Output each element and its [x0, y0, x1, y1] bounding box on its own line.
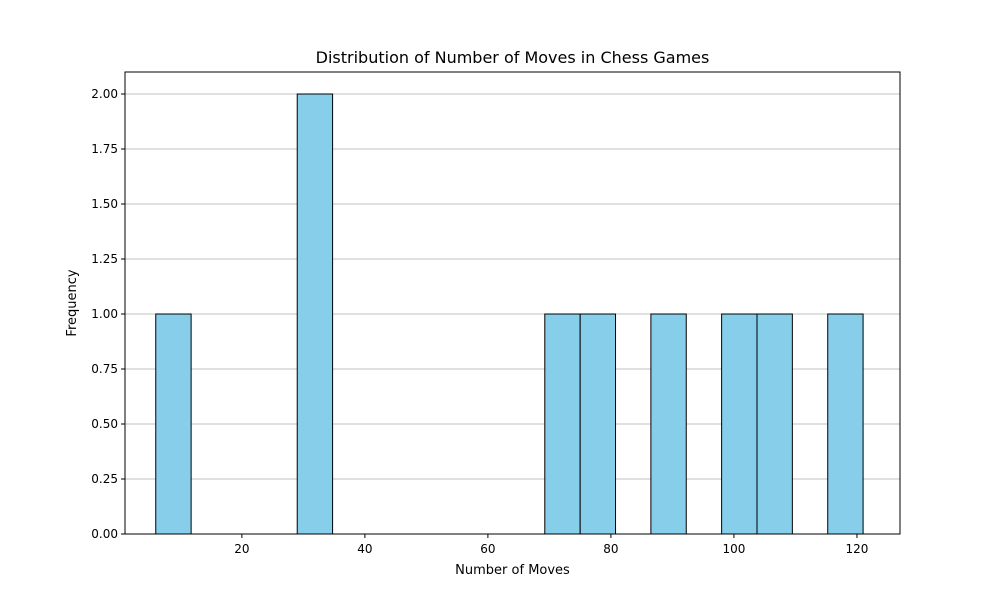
histogram-bar — [544, 313, 581, 535]
y-tick-label: 2.00 — [91, 87, 118, 101]
y-axis-label: Frequency — [65, 269, 80, 336]
plot-frame — [124, 71, 901, 535]
y-tick-label: 0.50 — [91, 417, 118, 431]
y-axis-ticks: 0.00 0.25 0.50 0.75 1.00 1.25 1.50 1.75 2.00 — [91, 87, 125, 541]
histogram-bar — [296, 93, 334, 535]
x-tick-label: 120 — [845, 542, 868, 556]
histogram-bar — [827, 313, 864, 535]
y-tick-label: 1.50 — [91, 197, 118, 211]
histogram-bar — [155, 313, 192, 535]
y-tick-label: 0.75 — [91, 362, 118, 376]
y-tick-label: 0.25 — [91, 472, 118, 486]
x-tick-label: 100 — [722, 542, 745, 556]
y-tick-label: 1.75 — [91, 142, 118, 156]
y-tick-label: 1.00 — [91, 307, 118, 321]
x-axis-ticks: 20 40 60 80 100 120 — [234, 534, 868, 556]
histogram-bar — [650, 313, 687, 535]
histogram-bar — [579, 313, 617, 535]
grid-lines — [125, 93, 900, 535]
x-tick-label: 20 — [234, 542, 249, 556]
x-tick-label: 80 — [603, 542, 618, 556]
x-tick-label: 60 — [480, 542, 495, 556]
histogram-bar — [756, 313, 793, 535]
x-axis-label: Number of Moves — [455, 563, 570, 578]
histogram-bar — [721, 313, 758, 535]
histogram-bars — [155, 93, 864, 535]
chart-title: Distribution of Number of Moves in Chess… — [316, 48, 710, 67]
y-tick-label: 0.00 — [91, 527, 118, 541]
y-tick-label: 1.25 — [91, 252, 118, 266]
x-tick-label: 40 — [357, 542, 372, 556]
